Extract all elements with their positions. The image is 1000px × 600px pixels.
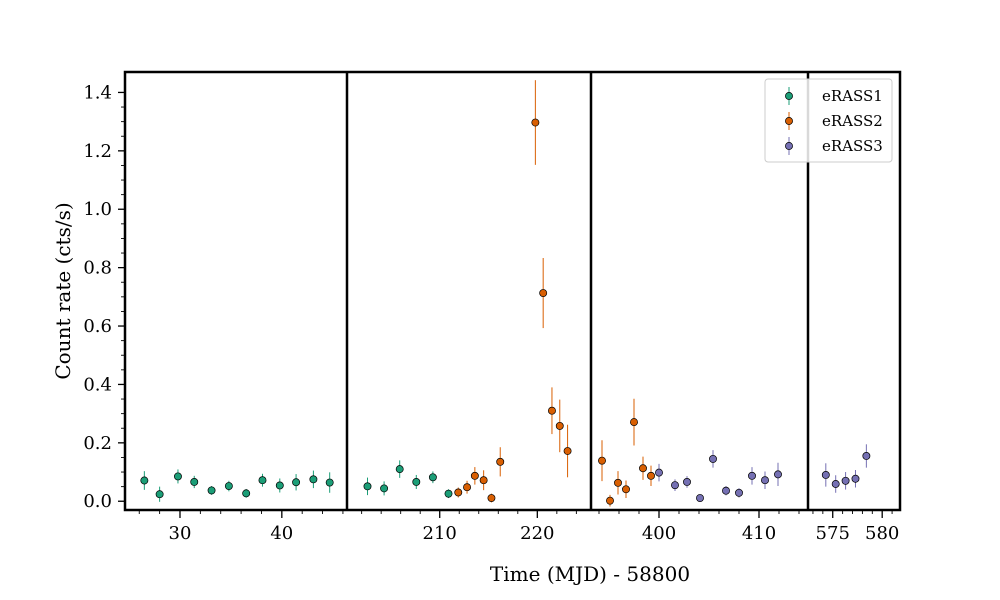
data-point — [275, 481, 284, 490]
data-point — [639, 464, 647, 473]
data-point — [647, 471, 655, 480]
data-point — [454, 488, 463, 497]
data-point — [380, 484, 389, 493]
series-eRASS1 — [140, 460, 453, 502]
data-point — [555, 421, 564, 430]
y-axis-label: Count rate (cts/s) — [51, 202, 75, 379]
data-point — [224, 482, 233, 491]
data-point — [479, 476, 488, 485]
legend: eRASS1 eRASS2 eRASS3 — [764, 78, 893, 163]
y-tick-label: 0.2 — [83, 433, 112, 454]
y-tick-label: 0.8 — [83, 258, 112, 279]
data-point — [598, 456, 606, 465]
legend-label: eRASS1 — [822, 87, 883, 105]
data-point — [155, 490, 164, 499]
data-point — [548, 406, 556, 415]
data-point — [207, 486, 216, 495]
data-point — [831, 480, 840, 488]
data-point — [463, 483, 471, 492]
data-point — [325, 478, 334, 487]
data-point — [671, 481, 679, 490]
marks-layer — [140, 80, 871, 507]
legend-label: eRASS3 — [822, 137, 883, 155]
data-point — [487, 494, 496, 502]
data-point — [539, 289, 548, 297]
data-point — [563, 447, 572, 455]
data-point — [258, 476, 267, 485]
data-point — [655, 468, 663, 477]
legend-label: eRASS2 — [822, 112, 883, 130]
legend-box — [764, 78, 893, 163]
data-point — [496, 457, 505, 466]
plot-frame — [123, 70, 902, 512]
y-tick-label: 1.4 — [83, 82, 112, 103]
x-axis-label: Time (MJD) - 58800 — [490, 562, 690, 586]
data-point — [292, 478, 301, 487]
y-tick-label: 0.4 — [83, 374, 112, 395]
data-point — [444, 489, 453, 498]
y-tick-label: 1.2 — [83, 141, 112, 162]
data-point — [630, 418, 638, 427]
data-point — [174, 472, 182, 481]
data-point — [242, 489, 251, 498]
x-tick-label: 410 — [742, 523, 776, 544]
data-point — [821, 471, 830, 479]
legend-marker — [785, 142, 793, 150]
series-eRASS3 — [655, 444, 871, 502]
x-tick-label: 210 — [423, 523, 457, 544]
x-tick-label: 580 — [865, 523, 899, 544]
data-point — [722, 486, 730, 495]
x-tick-label: 575 — [816, 523, 850, 544]
legend-marker — [785, 117, 793, 125]
data-point — [696, 494, 704, 502]
data-point — [709, 454, 717, 463]
data-point — [140, 476, 149, 485]
data-point — [683, 478, 691, 486]
data-point — [309, 475, 318, 484]
x-tick-label: 40 — [270, 523, 293, 544]
data-point — [363, 482, 372, 491]
series-eRASS2 — [454, 80, 655, 507]
data-point — [412, 478, 421, 486]
data-point — [622, 485, 630, 494]
data-point — [841, 476, 850, 485]
y-tick-label: 1.0 — [83, 199, 112, 220]
y-tick-label: 0.0 — [83, 491, 112, 512]
data-point — [531, 118, 540, 127]
data-point — [470, 471, 479, 480]
data-point — [614, 478, 622, 487]
data-point — [862, 452, 871, 460]
data-point — [190, 478, 199, 486]
data-point — [748, 471, 756, 480]
data-point — [774, 470, 782, 479]
x-tick-label: 400 — [642, 523, 676, 544]
data-point — [395, 465, 404, 474]
data-point — [606, 496, 614, 505]
x-tick-label: 220 — [520, 523, 554, 544]
data-point — [851, 474, 860, 483]
data-point — [428, 473, 437, 482]
data-point — [761, 476, 769, 485]
y-tick-label: 0.6 — [83, 316, 112, 337]
panels-layer: 0.0 0.2 0.4 0.6 0.8 1.0 1.2 1.4 30 40 210 220 400 410… — [83, 82, 899, 544]
legend-marker — [785, 92, 793, 100]
data-point — [735, 488, 743, 497]
x-tick-label: 30 — [169, 523, 192, 544]
